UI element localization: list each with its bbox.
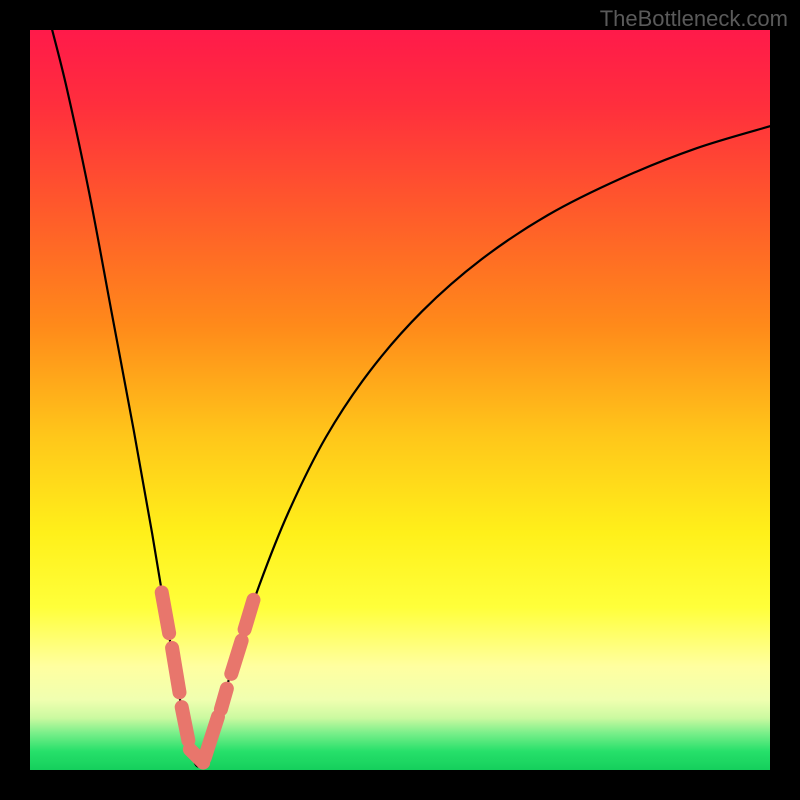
highlight-marker <box>221 689 227 710</box>
highlight-marker <box>231 641 241 674</box>
highlight-marker <box>162 592 169 633</box>
highlight-marker <box>182 707 189 740</box>
plot-area <box>30 30 770 770</box>
bottleneck-curve-chart <box>30 30 770 770</box>
watermark-text: TheBottleneck.com <box>600 6 788 32</box>
highlight-marker <box>245 600 254 630</box>
gradient-background <box>30 30 770 770</box>
highlight-marker <box>172 648 179 692</box>
figure-root: TheBottleneck.com <box>0 0 800 800</box>
